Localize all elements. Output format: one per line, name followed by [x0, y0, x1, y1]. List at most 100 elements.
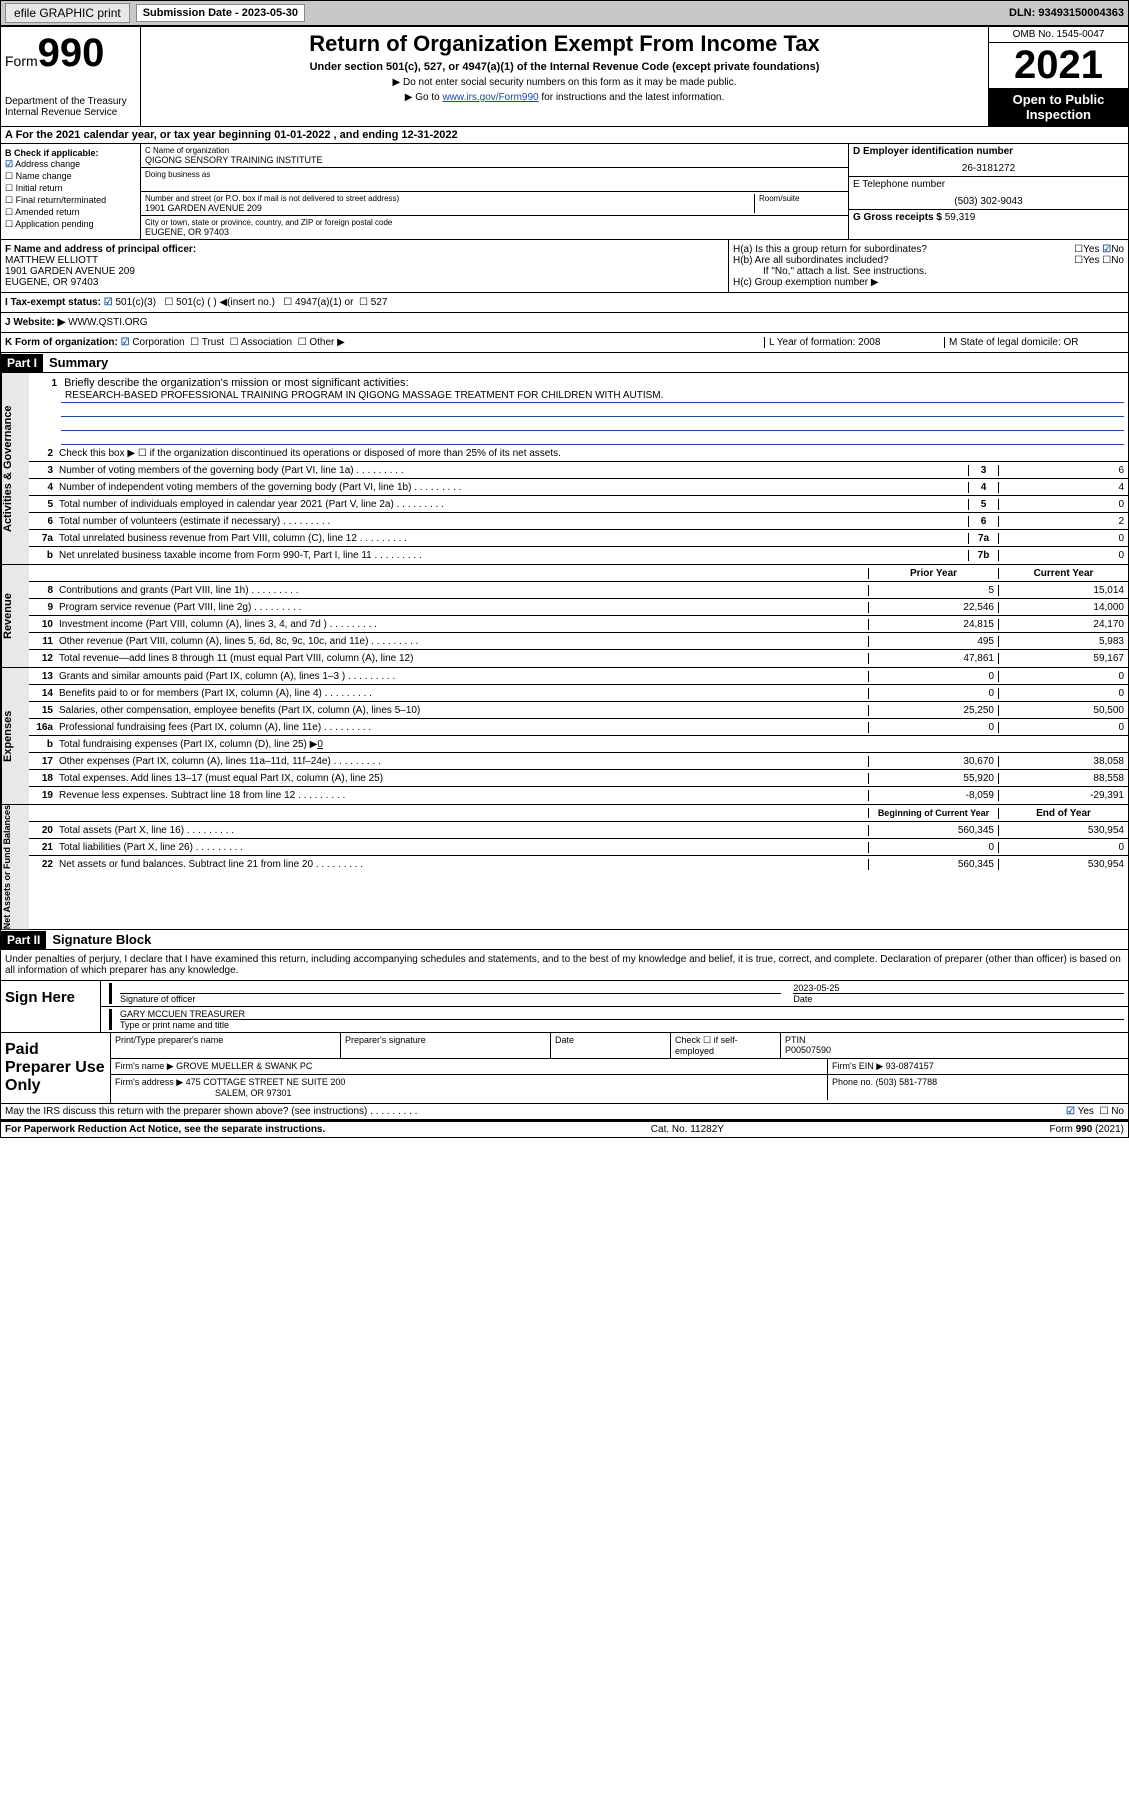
l21: Total liabilities (Part X, line 26): [57, 841, 868, 854]
part1-header: Part I Summary: [0, 353, 1129, 373]
ha-yes[interactable]: Yes: [1083, 244, 1099, 255]
firm-phone-label: Phone no.: [832, 1077, 873, 1087]
submission-date: Submission Date - 2023-05-30: [136, 4, 305, 22]
sig-date-label: Date: [793, 993, 1124, 1004]
l14: Benefits paid to or for members (Part IX…: [57, 687, 868, 700]
phone: (503) 302-9043: [853, 196, 1124, 207]
v5: 0: [998, 499, 1128, 510]
c22: 530,954: [998, 859, 1128, 870]
sign-here-block: Sign Here Signature of officer 2023-05-2…: [0, 981, 1129, 1033]
ha-no[interactable]: No: [1111, 244, 1124, 255]
row-f-h: F Name and address of principal officer:…: [0, 240, 1129, 293]
city-label: City or town, state or province, country…: [145, 218, 844, 227]
cb-501c[interactable]: 501(c) ( ) ◀(insert no.): [176, 297, 275, 308]
l9: Program service revenue (Part VIII, line…: [57, 601, 868, 614]
cb-corp[interactable]: Corporation: [132, 337, 184, 348]
c14: 0: [998, 688, 1128, 699]
hc-label: H(c) Group exemption number ▶: [733, 277, 1124, 288]
prep-sig-label: Preparer's signature: [341, 1033, 551, 1058]
p14: 0: [868, 688, 998, 699]
part1-label: Part I: [1, 354, 43, 372]
prep-name-label: Print/Type preparer's name: [111, 1033, 341, 1058]
mission: RESEARCH-BASED PROFESSIONAL TRAINING PRO…: [61, 389, 1124, 403]
street-label: Number and street (or P.O. box if mail i…: [145, 194, 754, 203]
cb-assoc[interactable]: Association: [241, 337, 292, 348]
cb-4947[interactable]: 4947(a)(1) or: [295, 297, 353, 308]
l16a: Professional fundraising fees (Part IX, …: [57, 721, 868, 734]
cb-527[interactable]: 527: [371, 297, 388, 308]
dept-label: Department of the Treasury Internal Reve…: [5, 96, 136, 118]
l16b: Total fundraising expenses (Part IX, col…: [57, 738, 868, 751]
gross-receipts: 59,319: [945, 212, 976, 223]
box-b-label: B Check if applicable:: [5, 148, 99, 158]
section-expenses: Expenses 13Grants and similar amounts pa…: [0, 668, 1129, 805]
preparer-block: Paid Preparer Use Only Print/Type prepar…: [0, 1033, 1129, 1104]
efile-btn[interactable]: efile GRAPHIC print: [5, 3, 130, 23]
l15: Salaries, other compensation, employee b…: [57, 704, 868, 717]
prep-selfemp[interactable]: Check ☐ if self-employed: [671, 1033, 781, 1058]
row-i: I Tax-exempt status: ☑ 501(c)(3) ☐ 501(c…: [0, 293, 1129, 313]
cb-initial[interactable]: ☐ Initial return: [5, 183, 136, 194]
instr-1: ▶ Do not enter social security numbers o…: [145, 77, 984, 88]
l13: Grants and similar amounts paid (Part IX…: [57, 670, 868, 683]
p8: 5: [868, 585, 998, 596]
cb-trust[interactable]: Trust: [202, 337, 224, 348]
v7b: 0: [998, 550, 1128, 561]
p22: 560,345: [868, 859, 998, 870]
discuss-label: May the IRS discuss this return with the…: [5, 1106, 1066, 1117]
l18: Total expenses. Add lines 13–17 (must eq…: [57, 772, 868, 785]
l19: Revenue less expenses. Subtract line 18 …: [57, 789, 868, 802]
discuss-yes[interactable]: Yes: [1078, 1106, 1094, 1117]
c19: -29,391: [998, 790, 1128, 801]
ein: 26-3181272: [853, 163, 1124, 174]
firm-ein: 93-0874157: [886, 1061, 934, 1071]
city: EUGENE, OR 97403: [145, 227, 844, 237]
part2-header: Part II Signature Block: [0, 930, 1129, 950]
cb-other[interactable]: Other ▶: [309, 337, 344, 348]
cb-501c3[interactable]: 501(c)(3): [115, 297, 156, 308]
l22: Net assets or fund balances. Subtract li…: [57, 858, 868, 871]
ha-label: H(a) Is this a group return for subordin…: [733, 244, 927, 255]
ptin: P00507590: [785, 1045, 831, 1055]
l3: Number of voting members of the governin…: [57, 464, 968, 477]
room-label: Room/suite: [759, 194, 844, 203]
l5: Total number of individuals employed in …: [57, 498, 968, 511]
officer-name: MATTHEW ELLIOTT: [5, 255, 98, 266]
row-klm: K Form of organization: ☑ Corporation ☐ …: [0, 333, 1129, 353]
hb-label: H(b) Are all subordinates included?: [733, 255, 889, 266]
sign-here-label: Sign Here: [1, 981, 101, 1032]
cb-application[interactable]: ☐ Application pending: [5, 219, 136, 230]
p12: 47,861: [868, 653, 998, 664]
discuss-no[interactable]: No: [1111, 1106, 1124, 1117]
l10: Investment income (Part VIII, column (A)…: [57, 618, 868, 631]
l1-label: Briefly describe the organization's miss…: [64, 377, 408, 389]
website: WWW.QSTI.ORG: [68, 317, 147, 328]
ein-label: D Employer identification number: [853, 146, 1013, 157]
phone-label: E Telephone number: [853, 179, 945, 190]
org-name-label: C Name of organization: [145, 146, 844, 155]
l7b: Net unrelated business taxable income fr…: [57, 549, 968, 562]
top-bar: efile GRAPHIC print Submission Date - 20…: [0, 0, 1129, 26]
cb-address-change[interactable]: ☑ Address change: [5, 159, 136, 170]
l4: Number of independent voting members of …: [57, 481, 968, 494]
hb-no[interactable]: No: [1111, 255, 1124, 266]
header: Form990 Department of the Treasury Inter…: [0, 26, 1129, 127]
p9: 22,546: [868, 602, 998, 613]
cb-final[interactable]: ☐ Final return/terminated: [5, 195, 136, 206]
c13: 0: [998, 671, 1128, 682]
part2-title: Signature Block: [46, 930, 157, 949]
v7a: 0: [998, 533, 1128, 544]
cb-name-change[interactable]: ☐ Name change: [5, 171, 136, 182]
irs-link[interactable]: www.irs.gov/Form990: [442, 92, 538, 103]
l11: Other revenue (Part VIII, column (A), li…: [57, 635, 868, 648]
cb-amended[interactable]: ☐ Amended return: [5, 207, 136, 218]
tax-year: 2021: [989, 43, 1128, 88]
c21: 0: [998, 842, 1128, 853]
current-hdr: Current Year: [998, 568, 1128, 579]
firm-addr1: 475 COTTAGE STREET NE SUITE 200: [186, 1077, 346, 1087]
hb-note: If "No," attach a list. See instructions…: [733, 266, 1124, 277]
firm-addr-label: Firm's address ▶: [115, 1077, 183, 1087]
end-hdr: End of Year: [998, 808, 1128, 819]
perjury-statement: Under penalties of perjury, I declare th…: [0, 950, 1129, 981]
hb-yes[interactable]: Yes: [1083, 255, 1099, 266]
